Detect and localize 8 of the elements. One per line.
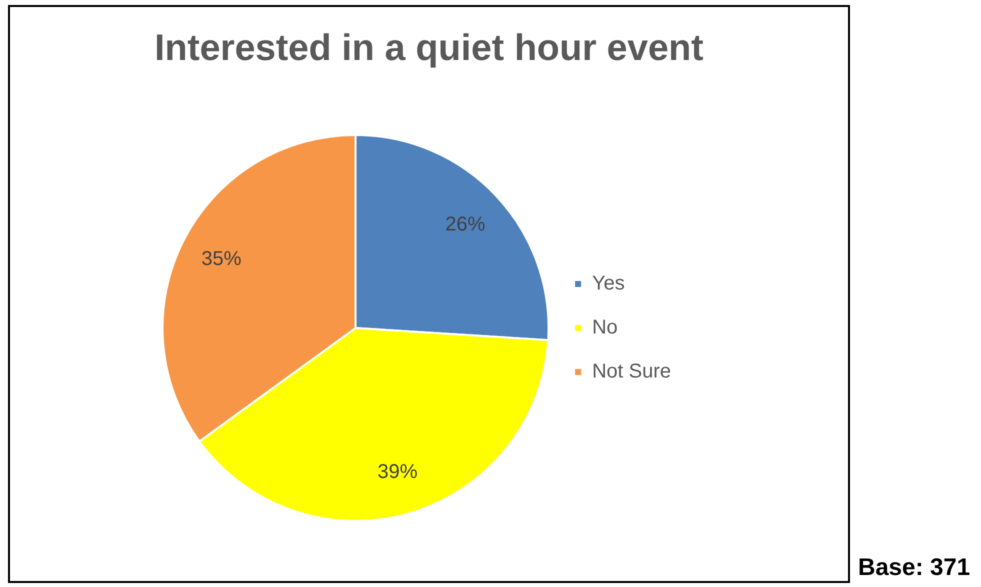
legend-label: Yes: [592, 272, 625, 295]
legend-label: No: [592, 316, 618, 339]
data-label: 39%: [378, 461, 418, 484]
text: Base: 371: [858, 553, 970, 583]
chart-title: Interested in a quiet hour event: [154, 26, 704, 70]
legend-label: Not Sure: [592, 360, 672, 383]
data-label: 35%: [201, 248, 242, 270]
data-label: 26%: [445, 213, 486, 236]
